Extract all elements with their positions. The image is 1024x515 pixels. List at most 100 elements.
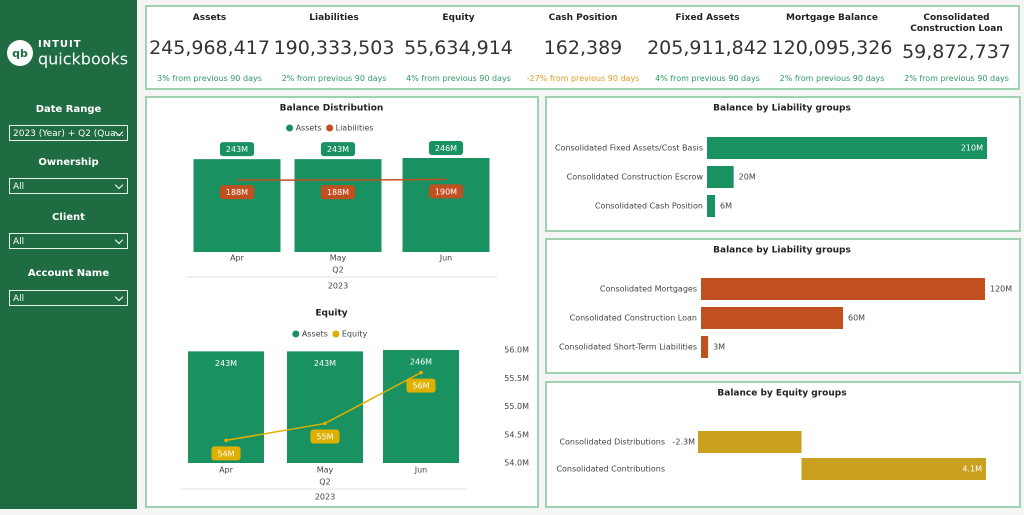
kpi-change: 4% from previous 90 days (406, 74, 511, 83)
legend-label: Assets (296, 124, 322, 133)
bar (402, 158, 490, 252)
data-label: 243M (314, 359, 336, 368)
chart-title: Balance by Liability groups (713, 246, 851, 256)
label-pill (211, 446, 241, 461)
kpi-value: 162,389 (543, 37, 623, 59)
chart: Balance by Equity groups Consolidated Dis… (556, 389, 986, 480)
point (224, 438, 228, 443)
bar (383, 350, 459, 463)
bar (188, 351, 264, 463)
dropdown[interactable]: All (9, 233, 128, 249)
y2-tick-label: 54.5M (504, 430, 529, 439)
x-group-label: Q2 (319, 478, 330, 487)
dropdown[interactable]: All (9, 290, 128, 306)
bar (701, 307, 843, 329)
label-pill (320, 142, 356, 157)
y-tick-label: Consolidated Contributions (556, 465, 665, 474)
filter-label: Account Name (27, 268, 110, 279)
y-tick-label: Consolidated Construction Escrow (567, 173, 704, 182)
legend-marker (286, 124, 294, 132)
filter-label: Client (52, 212, 85, 223)
kpi-title: Mortgage Balance (785, 13, 878, 23)
label-pill (428, 184, 464, 199)
data-label: 56M (412, 382, 429, 391)
kpi-value: 245,968,417 (149, 37, 270, 59)
kpi-change: 2% from previous 90 days (779, 74, 885, 83)
kpi-title: Cash Position (548, 13, 618, 23)
filter-label: Date Range (35, 104, 102, 115)
chart: Balance by Liability groups Consolidated … (559, 246, 1012, 358)
label-pill (219, 142, 255, 157)
kpi-bar: Assets 245,968,417 3% from previous 90 day… (145, 5, 1020, 90)
kpi-value: 120,095,326 (771, 37, 893, 59)
logo-icon-text: qb (12, 47, 28, 60)
kpi-value: 190,333,503 (273, 37, 395, 59)
panel (545, 96, 1021, 232)
legend-marker (292, 330, 300, 338)
filter-label: Ownership (38, 157, 99, 168)
x-tick-label: May (330, 254, 347, 263)
chart-title: Balance Distribution (280, 104, 384, 114)
chart: Balance Distribution Assets Liabilities 243… (185, 104, 498, 291)
logo: qb INTUIT quickbooks (7, 39, 128, 69)
data-label: 210M (961, 144, 983, 153)
kpi-card: Assets 245,968,417 3% from previous 90 day… (147, 7, 272, 88)
chart-title: Balance by Equity groups (717, 389, 846, 399)
data-label: 246M (435, 144, 457, 153)
y2-tick-label: 54.0M (504, 459, 529, 468)
data-label: 20M (739, 173, 756, 182)
chart: Balance by Liability groups Consolidated … (555, 104, 987, 217)
kpi-change: 3% from previous 90 days (157, 74, 262, 83)
kpi-card: Fixed Assets 205,911,842 4% from previous … (645, 7, 770, 88)
kpi-value: 205,911,842 (647, 37, 768, 59)
bar (698, 431, 802, 453)
bar (707, 137, 987, 159)
y-tick-label: Consolidated Cash Position (595, 202, 703, 211)
bar (701, 336, 709, 358)
kpi-title: Fixed Assets (675, 13, 740, 23)
data-label: 120M (990, 285, 1012, 294)
data-label: 190M (435, 187, 457, 196)
kpi-card: Equity 55,634,914 4% from previous 90 days (396, 7, 521, 88)
bar (701, 278, 985, 300)
x-group-label: Q2 (332, 266, 343, 275)
kpi-title: Equity (442, 13, 475, 23)
bar (707, 195, 715, 217)
data-label: 60M (848, 314, 865, 323)
dropdown[interactable]: 2023 (Year) + Q2 (Qua... (9, 125, 128, 141)
kpi-card: Consolidated Construction Loan 59,872,737… (894, 7, 1019, 88)
x-year-label: 2023 (315, 493, 335, 502)
y2-tick-label: 55.5M (504, 374, 529, 383)
data-label: 243M (327, 145, 349, 154)
label-pill (310, 429, 340, 444)
data-label: 246M (410, 358, 432, 367)
data-label: -2.3M (672, 438, 695, 447)
point (419, 370, 423, 375)
kpi-change: 4% from previous 90 days (655, 74, 760, 83)
legend-label: Equity (342, 330, 368, 339)
legend-label: Assets (302, 330, 328, 339)
data-label: 188M (226, 188, 248, 197)
legend-marker (326, 124, 334, 132)
x-tick-label: Jun (414, 466, 428, 475)
label-pill (320, 185, 356, 200)
kpi-change: -27% from previous 90 days (526, 74, 640, 83)
kpi-card: Liabilities 190,333,503 2% from previous 9… (272, 7, 397, 88)
bar (287, 351, 363, 463)
y2-tick-label: 55.0M (504, 402, 529, 411)
line (237, 178, 447, 181)
kpi-card: Cash Position 162,389 -27% from previous 9… (521, 7, 646, 88)
logo-brand: INTUIT (38, 39, 82, 50)
y-tick-label: Consolidated Fixed Assets/Cost Basis (555, 144, 703, 153)
dropdown[interactable]: All (9, 178, 128, 194)
bar (294, 159, 382, 252)
chart-title: Balance by Liability groups (713, 104, 851, 114)
kpi-value: 59,872,737 (902, 41, 1011, 63)
kpi-title: Liabilities (309, 13, 359, 23)
chart: Equity Assets Equity 54.0M 54.5M 55.0M 55.5M 56… (180, 309, 529, 502)
label-pill (428, 141, 464, 155)
x-tick-label: Apr (219, 466, 234, 475)
point (323, 421, 327, 426)
data-label: 243M (215, 359, 237, 368)
